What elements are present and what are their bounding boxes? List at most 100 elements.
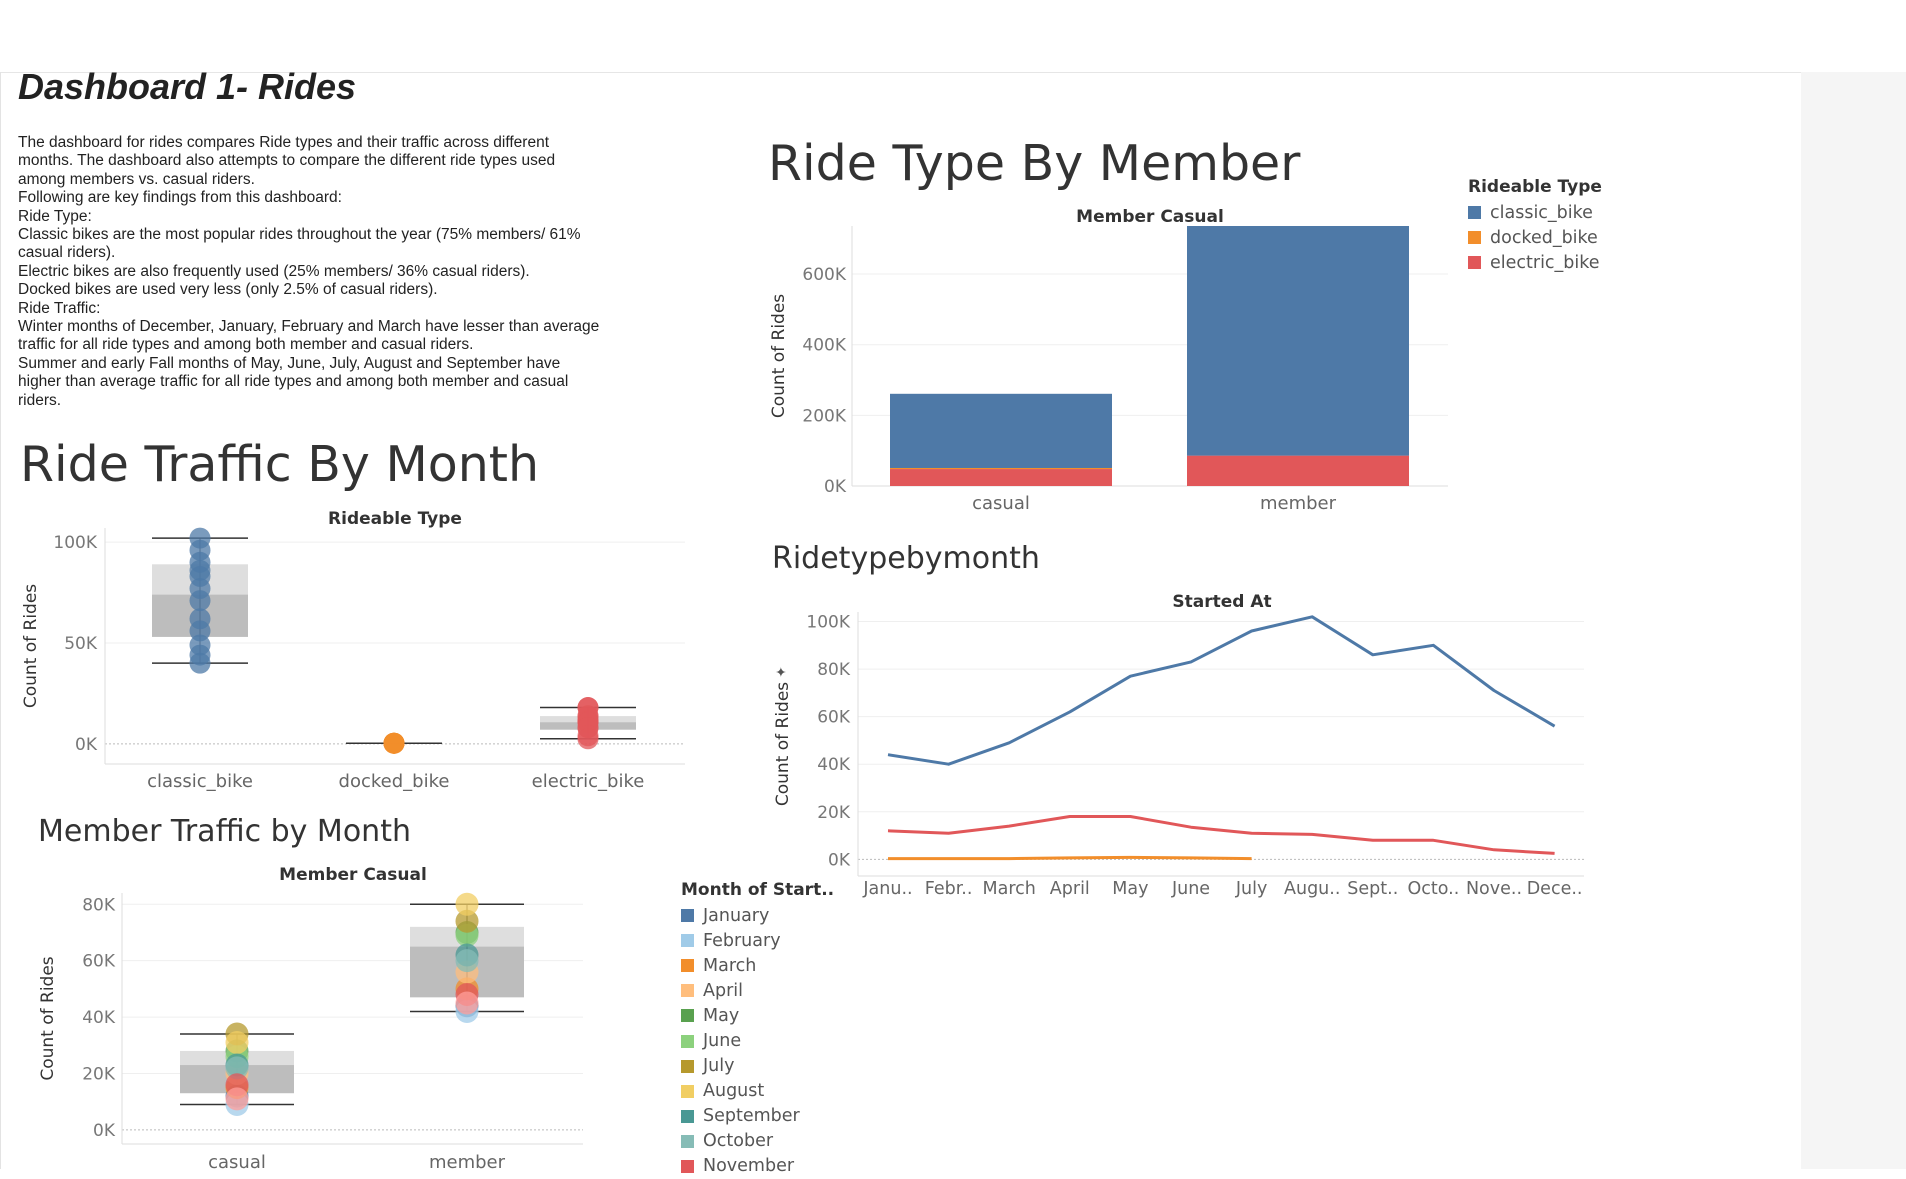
legend-title: Rideable Type [1468, 177, 1602, 197]
description-line: The dashboard for rides compares Ride ty… [18, 134, 550, 151]
description-line: Ride Type: [18, 207, 92, 225]
x-tick-label: member [429, 1152, 506, 1173]
legend-item[interactable]: classic_bike [1468, 200, 1602, 225]
series-line-electric-bike [887, 815, 1555, 855]
legend-label: October [703, 1131, 774, 1152]
legend-label: May [703, 1005, 740, 1026]
description-line: Ride Traffic: [18, 299, 101, 317]
legend-item[interactable]: August [681, 1079, 834, 1104]
legend-swatch [1468, 206, 1481, 220]
y-axis-label: Count of Rides [21, 584, 41, 708]
chart-title-ride-type-by-member: Ride Type By Member [768, 135, 1301, 192]
x-tick-label: July [1235, 879, 1267, 899]
description-line: Summer and early Fall months of May, Jun… [18, 354, 561, 372]
data-point [225, 1030, 249, 1054]
legend-label: April [703, 980, 743, 1001]
description-line: traffic for all ride types and among bot… [18, 336, 474, 354]
legend-item[interactable]: March [681, 953, 834, 978]
y-tick-label: 20K [82, 1064, 116, 1084]
x-tick-label: March [983, 879, 1036, 899]
x-tick-label: June [1171, 879, 1210, 899]
top-toolbar [0, 0, 1906, 73]
bar-segment-classic-bike [890, 393, 1112, 468]
description-line: Winter months of December, January, Febr… [18, 318, 600, 336]
legend-swatch [681, 1084, 694, 1098]
legend-swatch [681, 1009, 694, 1023]
legend-item[interactable]: July [681, 1054, 834, 1079]
description-line: months. The dashboard also attempts to c… [18, 152, 556, 170]
legend-label: February [703, 930, 781, 951]
legend-item[interactable]: October [681, 1129, 834, 1154]
legend-item[interactable]: January [681, 903, 834, 928]
data-point [189, 551, 211, 573]
y-tick-label: 80K [817, 660, 851, 680]
legend-rideable-type[interactable]: Rideable Type classic_bike docked_bike ele… [1468, 177, 1602, 275]
bar-segment-classic-bike [1187, 226, 1409, 456]
series-line-classic-bike [887, 615, 1556, 766]
legend-swatch [681, 984, 694, 998]
legend-item[interactable]: November [681, 1154, 834, 1179]
legend-label: classic_bike [1490, 202, 1593, 223]
dashboard-description: The dashboard for rides compares Ride ty… [18, 134, 638, 410]
legend-label: November [703, 1156, 795, 1177]
y-tick-label: 100K [806, 613, 850, 633]
column-header: Rideable Type [328, 509, 462, 529]
legend-title: Month of Start.. [681, 880, 835, 900]
x-tick-label: Dece.. [1527, 879, 1583, 899]
y-tick-label: 50K [64, 634, 98, 654]
y-tick-label: 0K [824, 477, 847, 497]
y-tick-label: 60K [817, 708, 851, 728]
dashboard-left-border [0, 72, 1, 1169]
y-axis-label: Count of Rides [773, 682, 793, 806]
data-point [189, 527, 211, 549]
description-line: Docked bikes are used very less (only 2.… [18, 281, 438, 299]
x-tick-label: casual [972, 493, 1030, 514]
y-tick-label: 200K [802, 406, 846, 426]
legend-item[interactable]: May [681, 1003, 834, 1028]
column-header: Member Casual [279, 865, 427, 885]
y-tick-label: 60K [82, 952, 116, 972]
legend-month-of-start[interactable]: Month of Start.. January February March Apr… [681, 880, 834, 1179]
description-line: riders. [18, 391, 62, 409]
data-point [577, 728, 599, 750]
data-point [455, 949, 479, 973]
chart-title-ride-traffic-by-month: Ride Traffic By Month [20, 436, 540, 493]
legend-item[interactable]: electric_bike [1468, 250, 1602, 275]
data-point [225, 1056, 249, 1080]
x-tick-label: docked_bike [339, 771, 450, 792]
x-tick-label: classic_bike [147, 771, 253, 792]
chart-title-member-traffic-by-month: Member Traffic by Month [38, 814, 411, 849]
legend-label: August [703, 1081, 765, 1102]
legend-swatch [681, 1159, 694, 1173]
legend-item[interactable]: September [681, 1104, 834, 1129]
x-tick-label: casual [208, 1152, 266, 1173]
y-tick-label: 40K [82, 1008, 116, 1028]
legend-swatch [1468, 231, 1481, 245]
column-header: Started At [1172, 592, 1271, 612]
bar-segment-electric-bike [1187, 455, 1409, 486]
data-point [189, 620, 211, 642]
legend-swatch [681, 959, 694, 973]
legend-item[interactable]: June [681, 1028, 834, 1053]
x-tick-label: Nove.. [1466, 879, 1522, 899]
legend-label: March [703, 955, 757, 976]
x-tick-label: Janu.. [862, 879, 912, 899]
description-line: among members vs. casual riders. [18, 170, 255, 188]
y-axis-label: Count of Rides [38, 956, 58, 1080]
bar-segment-docked-bike [890, 467, 1112, 470]
y-tick-label: 600K [802, 265, 846, 285]
legend-item[interactable]: February [681, 928, 834, 953]
legend-item[interactable]: April [681, 978, 834, 1003]
data-point [455, 892, 479, 916]
x-tick-label: Augu.. [1284, 879, 1340, 899]
legend-swatch [681, 1109, 694, 1123]
legend-item[interactable]: docked_bike [1468, 225, 1602, 250]
data-point [455, 909, 479, 933]
x-tick-label: Sept.. [1347, 879, 1398, 899]
data-point [383, 732, 405, 754]
y-tick-label: 0K [75, 735, 98, 755]
x-tick-label: Febr.. [925, 879, 973, 899]
x-tick-label: Octo.. [1408, 879, 1460, 899]
legend-swatch [1468, 256, 1481, 270]
